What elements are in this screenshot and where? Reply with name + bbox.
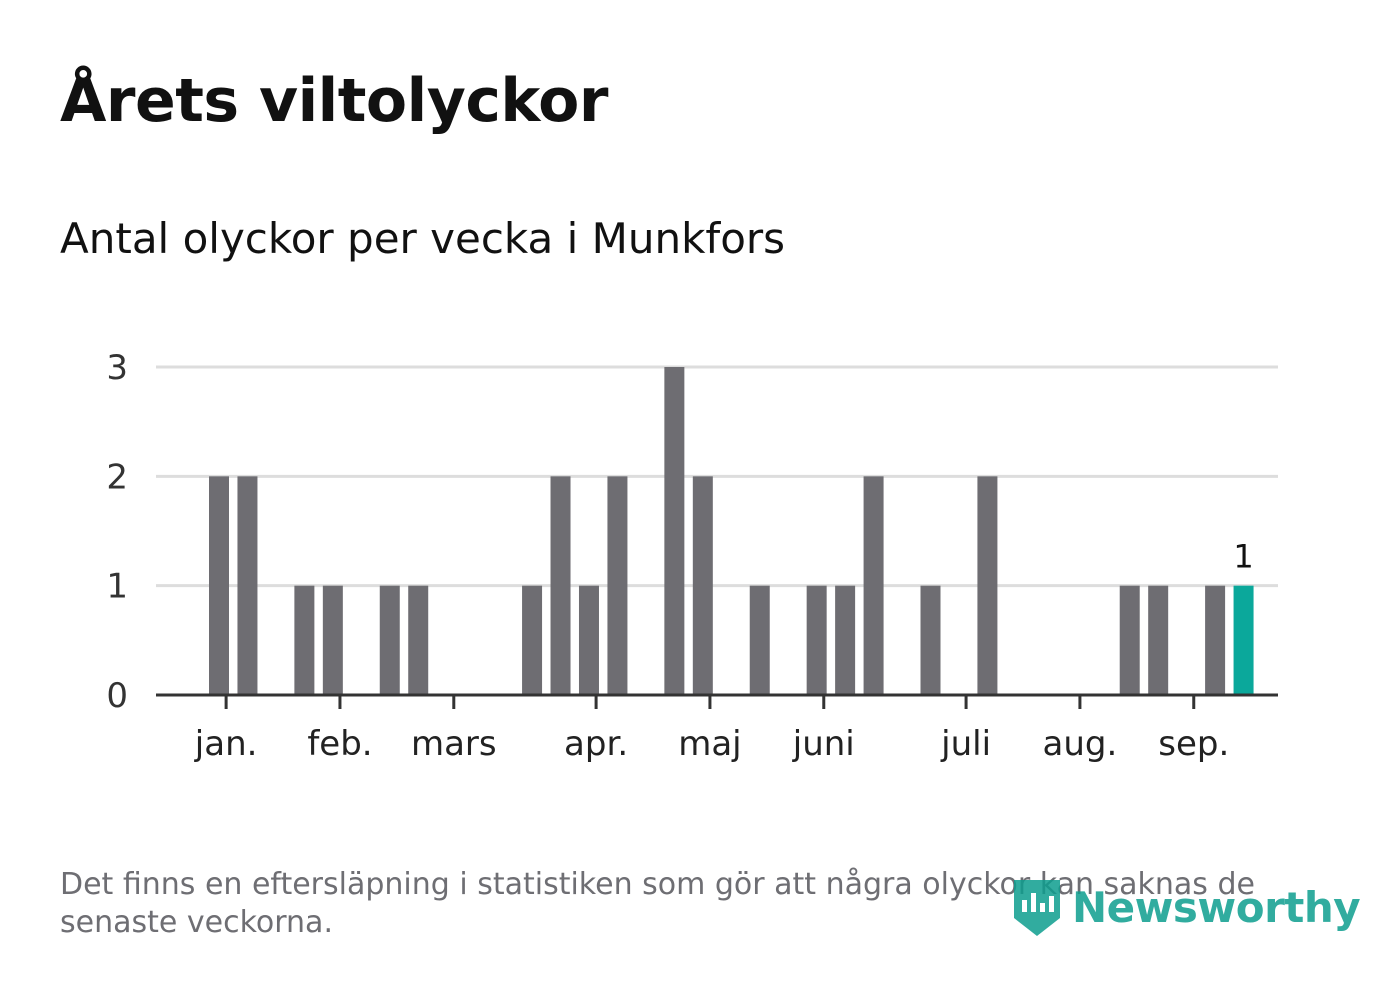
x-tick-label: maj [678,724,741,764]
bar [607,476,628,695]
y-tick-label: 3 [106,348,128,388]
bar [920,585,941,695]
x-tick-label: juni [792,724,855,764]
x-tick-label: mars [411,724,497,764]
bar [664,367,685,695]
bar [749,585,770,695]
bar [209,476,229,695]
brand-name: Newsworthy [1072,882,1361,932]
bar [977,476,998,695]
chart-title: Årets viltolyckor [60,66,609,136]
x-axis [156,693,1278,709]
bar [1119,585,1140,695]
x-tick-label: aug. [1043,724,1118,764]
bars [209,367,1254,695]
x-tick-label: juli [940,724,991,764]
y-tick-label: 0 [106,676,128,716]
x-tick-label: apr. [564,724,628,764]
y-tick-label: 1 [106,567,128,607]
x-tick-label: sep. [1158,724,1229,764]
chart-subtitle: Antal olyckor per vecka i Munkfors [60,214,786,263]
data-labels: 1 [1233,538,1253,576]
newsworthy-logo-icon [1014,880,1060,936]
bar [692,476,713,695]
x-tick-labels: jan. feb. mars apr. maj juni juli aug. sep. [194,724,1229,764]
bar [522,585,543,695]
bar [835,585,856,695]
bar [578,585,599,695]
y-tick-labels: 0 1 2 3 [106,348,128,716]
grid-lines [156,365,1278,588]
bar [379,585,400,695]
data-label: 1 [1233,538,1253,576]
bar-highlight [1233,585,1254,695]
brand-logo: Newsworthy [1010,876,1361,938]
x-tick-label: feb. [307,724,372,764]
y-tick-label: 2 [106,457,128,497]
bar [806,585,827,695]
bar [863,476,884,695]
bar [294,585,315,695]
x-tick-label: jan. [194,724,258,764]
bar [322,585,343,695]
bar-chart: 0 1 2 3 jan. feb. mars apr. maj juni juli aug. sep.… [106,348,1278,764]
bar [237,476,258,695]
bar [550,476,571,695]
bar [1148,585,1169,695]
bar [408,585,429,695]
bar [1205,585,1226,695]
